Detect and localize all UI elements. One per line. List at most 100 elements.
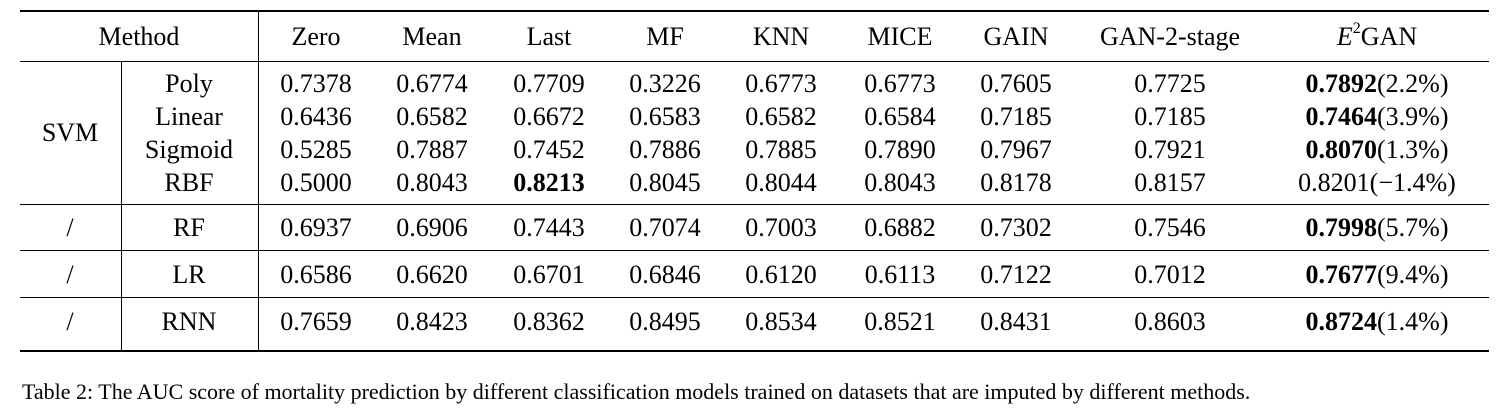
table-cell: 0.7122 bbox=[980, 260, 1052, 289]
table-cell: 0.6672 bbox=[513, 102, 585, 131]
row-model: RBF bbox=[164, 168, 214, 197]
table-cell: 0.6583 bbox=[629, 102, 701, 131]
e2gan-gain: (5.7%) bbox=[1377, 213, 1449, 242]
table-cell: 0.6906 bbox=[396, 213, 468, 242]
e2gan-value: 0.7892 bbox=[1305, 69, 1378, 98]
row-group: / bbox=[66, 213, 74, 242]
table-cell: 0.7659 bbox=[280, 307, 352, 336]
group-divider bbox=[121, 61, 122, 351]
table-cell: 0.3226 bbox=[629, 69, 701, 98]
table-cell: 0.8045 bbox=[629, 168, 701, 197]
table-cell: 0.8044 bbox=[745, 168, 817, 197]
row-model: Linear bbox=[155, 102, 223, 131]
e2gan-value: 0.7464 bbox=[1305, 102, 1378, 131]
table-cell: 0.6774 bbox=[396, 69, 468, 98]
table-caption: Table 2: The AUC score of mortality pred… bbox=[22, 379, 1251, 404]
e2gan-value: 0.8070 bbox=[1305, 135, 1378, 164]
table-cell: 0.6586 bbox=[280, 260, 352, 289]
table-cell: 0.7887 bbox=[396, 135, 468, 164]
row-model: Poly bbox=[165, 69, 213, 98]
row-group: / bbox=[66, 307, 74, 336]
table-cell: 0.6620 bbox=[396, 260, 468, 289]
header-e2gan-sup: 2 bbox=[1352, 20, 1361, 38]
e2gan-cell: 0.8070(1.3%) bbox=[1306, 135, 1449, 165]
table-cell: 0.8213 bbox=[513, 168, 585, 197]
table-cell: 0.6582 bbox=[745, 102, 817, 131]
table-cell: 0.7074 bbox=[629, 213, 701, 242]
header-col-mf: MF bbox=[646, 22, 684, 51]
group-rule-1 bbox=[20, 204, 1489, 205]
e2gan-cell: 0.8724(1.4%) bbox=[1306, 307, 1449, 337]
table-cell: 0.7725 bbox=[1134, 69, 1206, 98]
table-cell: 0.7185 bbox=[980, 102, 1052, 131]
bottom-rule bbox=[20, 350, 1489, 352]
e2gan-cell: 0.7892(2.2%) bbox=[1306, 69, 1449, 99]
table-cell: 0.7012 bbox=[1134, 260, 1206, 289]
header-rule bbox=[20, 61, 1489, 62]
table-cell: 0.7452 bbox=[513, 135, 585, 164]
e2gan-gain: (1.4%) bbox=[1377, 307, 1449, 336]
table-cell: 0.8423 bbox=[396, 307, 468, 336]
table-cell: 0.5000 bbox=[280, 168, 352, 197]
row-group: / bbox=[66, 260, 74, 289]
row-model: Sigmoid bbox=[144, 135, 234, 164]
e2gan-cell: 0.7464(3.9%) bbox=[1306, 102, 1449, 132]
table-cell: 0.7605 bbox=[980, 69, 1052, 98]
method-divider bbox=[258, 10, 259, 351]
e2gan-cell: 0.7998(5.7%) bbox=[1306, 213, 1449, 243]
table-cell: 0.8521 bbox=[864, 307, 936, 336]
table-cell: 0.7886 bbox=[629, 135, 701, 164]
table-cell: 0.8603 bbox=[1134, 307, 1206, 336]
table-cell: 0.8178 bbox=[980, 168, 1052, 197]
e2gan-value: 0.8201 bbox=[1298, 168, 1370, 197]
e2gan-gain: (3.9%) bbox=[1377, 102, 1449, 131]
table-cell: 0.7443 bbox=[513, 213, 585, 242]
top-rule bbox=[20, 10, 1489, 12]
table-cell: 0.6882 bbox=[864, 213, 936, 242]
header-col-mice: MICE bbox=[867, 22, 933, 51]
table-cell: 0.7967 bbox=[980, 135, 1052, 164]
table-cell: 0.5285 bbox=[280, 135, 352, 164]
header-e2gan-text: GAN bbox=[1360, 22, 1418, 51]
e2gan-gain: (−1.4%) bbox=[1369, 168, 1456, 197]
e2gan-value: 0.7998 bbox=[1305, 213, 1378, 242]
table-cell: 0.7378 bbox=[280, 69, 352, 98]
table-cell: 0.7709 bbox=[513, 69, 585, 98]
header-col-last: Last bbox=[526, 22, 572, 51]
header-e2gan-italic: E bbox=[1336, 22, 1353, 51]
table-cell: 0.6773 bbox=[864, 69, 936, 98]
row-model: RF bbox=[173, 213, 205, 242]
e2gan-gain: (9.4%) bbox=[1377, 260, 1449, 289]
table-cell: 0.6937 bbox=[280, 213, 352, 242]
table-cell: 0.7302 bbox=[980, 213, 1052, 242]
header-col-gan-2-stage: GAN-2-stage bbox=[1099, 22, 1241, 51]
table-cell: 0.7546 bbox=[1134, 213, 1206, 242]
table-cell: 0.7921 bbox=[1134, 135, 1206, 164]
e2gan-value: 0.8724 bbox=[1305, 307, 1378, 336]
table-cell: 0.6846 bbox=[629, 260, 701, 289]
table-cell: 0.8534 bbox=[745, 307, 817, 336]
table-cell: 0.7185 bbox=[1134, 102, 1206, 131]
table-cell: 0.6436 bbox=[280, 102, 352, 131]
e2gan-gain: (2.2%) bbox=[1377, 69, 1449, 98]
header-col-mean: Mean bbox=[402, 22, 462, 51]
e2gan-cell: 0.8201(−1.4%) bbox=[1298, 168, 1456, 198]
row-model: LR bbox=[172, 260, 206, 289]
group-rule-2 bbox=[20, 250, 1489, 251]
table-cell: 0.8157 bbox=[1134, 168, 1206, 197]
header-method: Method bbox=[98, 22, 180, 51]
table-cell: 0.8043 bbox=[396, 168, 468, 197]
table-cell: 0.7885 bbox=[745, 135, 817, 164]
table-cell: 0.8362 bbox=[513, 307, 585, 336]
table-cell: 0.7890 bbox=[864, 135, 936, 164]
e2gan-gain: (1.3%) bbox=[1377, 135, 1449, 164]
svm-group-label: SVM bbox=[41, 118, 99, 147]
header-e2gan: E2GAN bbox=[1336, 20, 1418, 52]
e2gan-value: 0.7677 bbox=[1305, 260, 1378, 289]
group-rule-3 bbox=[20, 297, 1489, 298]
table-cell: 0.6773 bbox=[745, 69, 817, 98]
table-cell: 0.7003 bbox=[745, 213, 817, 242]
table-cell: 0.6120 bbox=[745, 260, 817, 289]
header-col-knn: KNN bbox=[752, 22, 810, 51]
table-cell: 0.6582 bbox=[396, 102, 468, 131]
